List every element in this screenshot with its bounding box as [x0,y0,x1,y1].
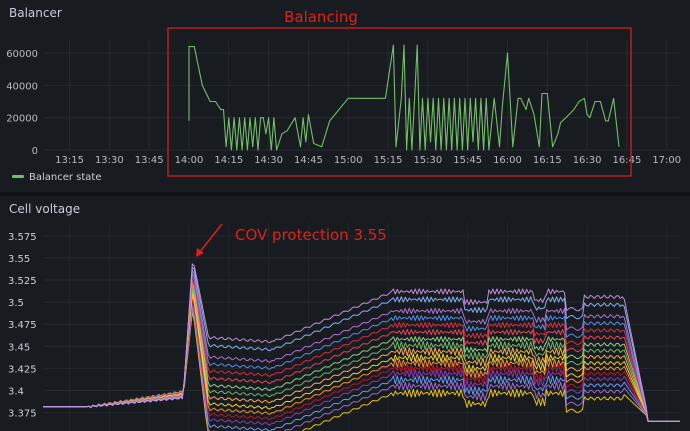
y-tick-label: 3.5 [8,298,24,309]
legend-item: Balancer state [29,172,102,183]
annotation-box [167,27,632,177]
y-tick-label: 3.55 [8,254,30,265]
x-tick-label: 13:30 [95,155,124,166]
cell-voltage-chart: 3.375 3.4 3.425 3.45 3.475 3.5 3.525 3.55 3.575 C… [8,222,680,431]
y-tick-label: 3.425 [8,364,37,375]
x-tick-label: 15:45 [453,155,482,166]
legend-swatch [12,175,24,178]
series-line-balancer-state [188,44,620,151]
y-tick-label: 40000 [6,81,38,92]
annotation-arrow [198,223,223,254]
panel-title-balancer[interactable]: Balancer [9,6,62,20]
annotation-arrowhead [196,248,204,257]
y-tick-label: 3.45 [8,342,30,353]
x-tick-label: 17:00 [652,155,681,166]
annotation-label: Balancing [284,8,358,26]
balancer-chart: 0 20000 40000 60000 13:15 13:30 13:45 14:00 14:1… [6,8,681,183]
x-tick-label: 14:45 [294,155,323,166]
x-tick-label: 16:45 [613,155,642,166]
x-tick-label: 15:30 [413,155,442,166]
x-tick-label: 14:00 [175,155,204,166]
x-tick-label: 14:30 [254,155,283,166]
x-tick-label: 15:00 [334,155,363,166]
y-tick-label: 3.575 [8,232,37,243]
y-tick-label: 3.4 [8,386,24,397]
y-tick-label: 3.525 [8,276,37,287]
panel-title-cell-voltage[interactable]: Cell voltage [9,202,81,216]
x-tick-label: 16:00 [493,155,522,166]
cell-voltage-panel: Cell voltage 3.375 3.4 3.425 3.45 3.475 3.5 3.… [0,196,690,431]
x-tick-label: 16:30 [573,155,602,166]
annotation-label: COV protection 3.55 [235,226,387,244]
y-tick-label: 3.375 [8,409,37,420]
y-tick-label: 20000 [6,114,38,125]
x-tick-label: 15:15 [374,155,403,166]
x-tick-label: 13:15 [55,155,84,166]
y-tick-label: 3.475 [8,320,37,331]
cell-voltage-trace [43,263,680,422]
balancer-panel: Balancer 0 20000 40000 60000 13:15 13:30 13:45… [0,0,690,192]
x-tick-label: 16:15 [533,155,562,166]
x-tick-label: 14:15 [214,155,243,166]
y-tick-label: 60000 [6,49,38,60]
y-tick-label: 0 [32,146,38,157]
x-tick-label: 13:45 [135,155,164,166]
